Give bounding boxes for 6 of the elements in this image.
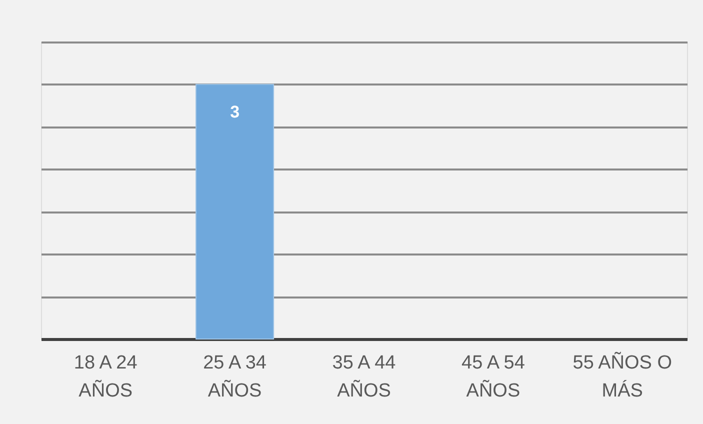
x-tick-label: 25 A 34 AÑOS	[203, 352, 267, 402]
x-tick-label: 18 A 24 AÑOS	[74, 352, 138, 402]
x-tick-label: 45 A 54 AÑOS	[461, 352, 526, 402]
x-tick-label: 55 AÑOS O MÁS	[572, 352, 672, 402]
x-tick-label: 35 A 44 AÑOS	[332, 352, 396, 402]
data-label: 3	[230, 102, 240, 122]
